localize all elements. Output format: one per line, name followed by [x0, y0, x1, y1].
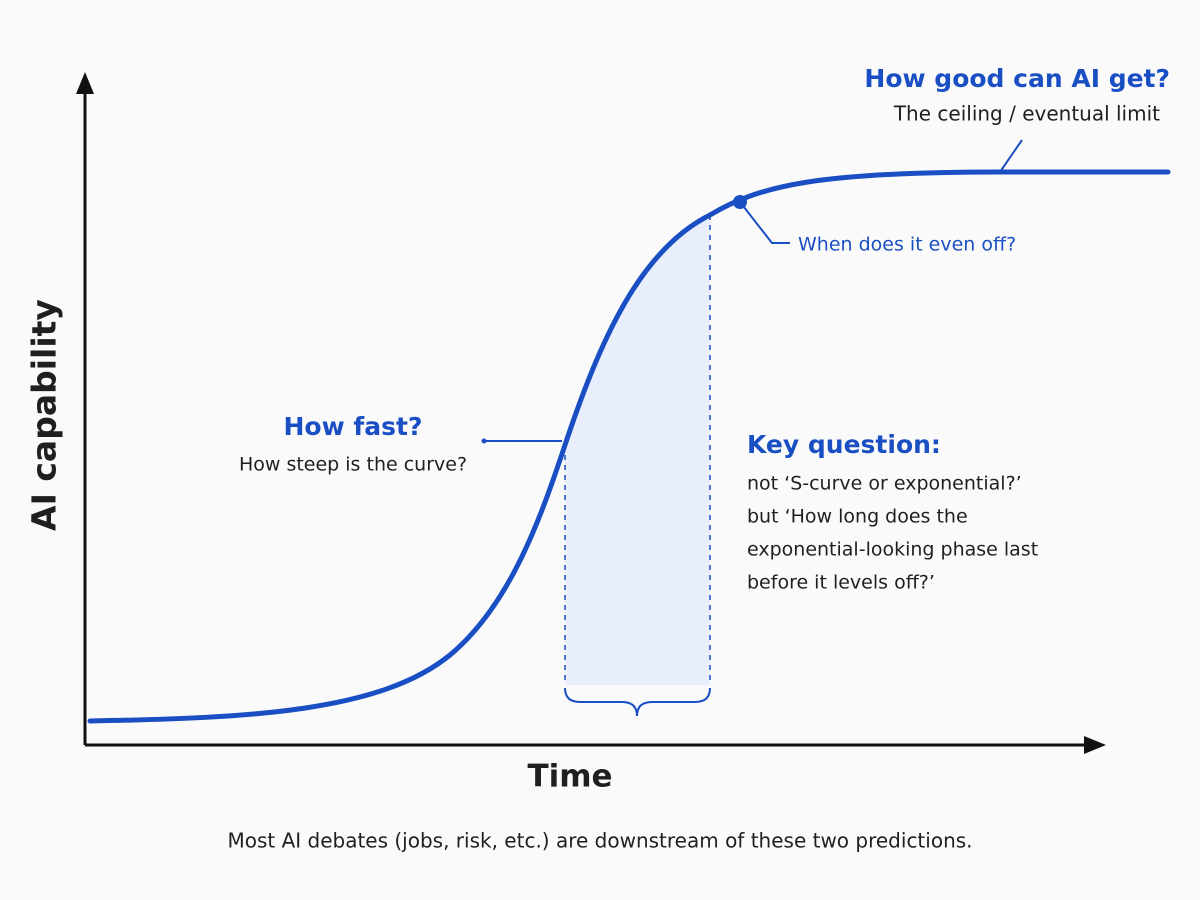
brace [564, 687, 711, 717]
y-arrow [76, 72, 94, 94]
leader-line [999, 139, 1023, 173]
key-question-title: Key question: [747, 430, 941, 459]
shaded-phase [565, 215, 710, 685]
speed-title: How fast? [284, 412, 423, 441]
level-off-label: When does it even off? [798, 234, 1016, 256]
y-axis-label: AI capability [25, 299, 64, 531]
key-question-line: but ‘How long does the [747, 506, 968, 528]
speed-subtitle: How steep is the curve? [239, 454, 467, 476]
key-question-line: before it levels off?’ [747, 572, 935, 594]
ceiling-title: How good can AI get? [864, 64, 1170, 93]
key-question-line: exponential-looking phase last [747, 539, 1038, 561]
leader-dot [481, 438, 487, 444]
footer: Most AI debates (jobs, risk, etc.) are d… [227, 829, 972, 853]
s-curve [87, 169, 1171, 724]
x-arrow [1084, 736, 1106, 754]
x-axis-label: Time [527, 759, 612, 795]
key-question-line: not ‘S-curve or exponential?’ [747, 473, 1022, 495]
key-question-body: not ‘S-curve or exponential?’ but ‘How lo… [747, 473, 1038, 594]
leader-line [739, 201, 790, 244]
ceiling-subtitle: The ceiling / eventual limit [893, 102, 1160, 126]
